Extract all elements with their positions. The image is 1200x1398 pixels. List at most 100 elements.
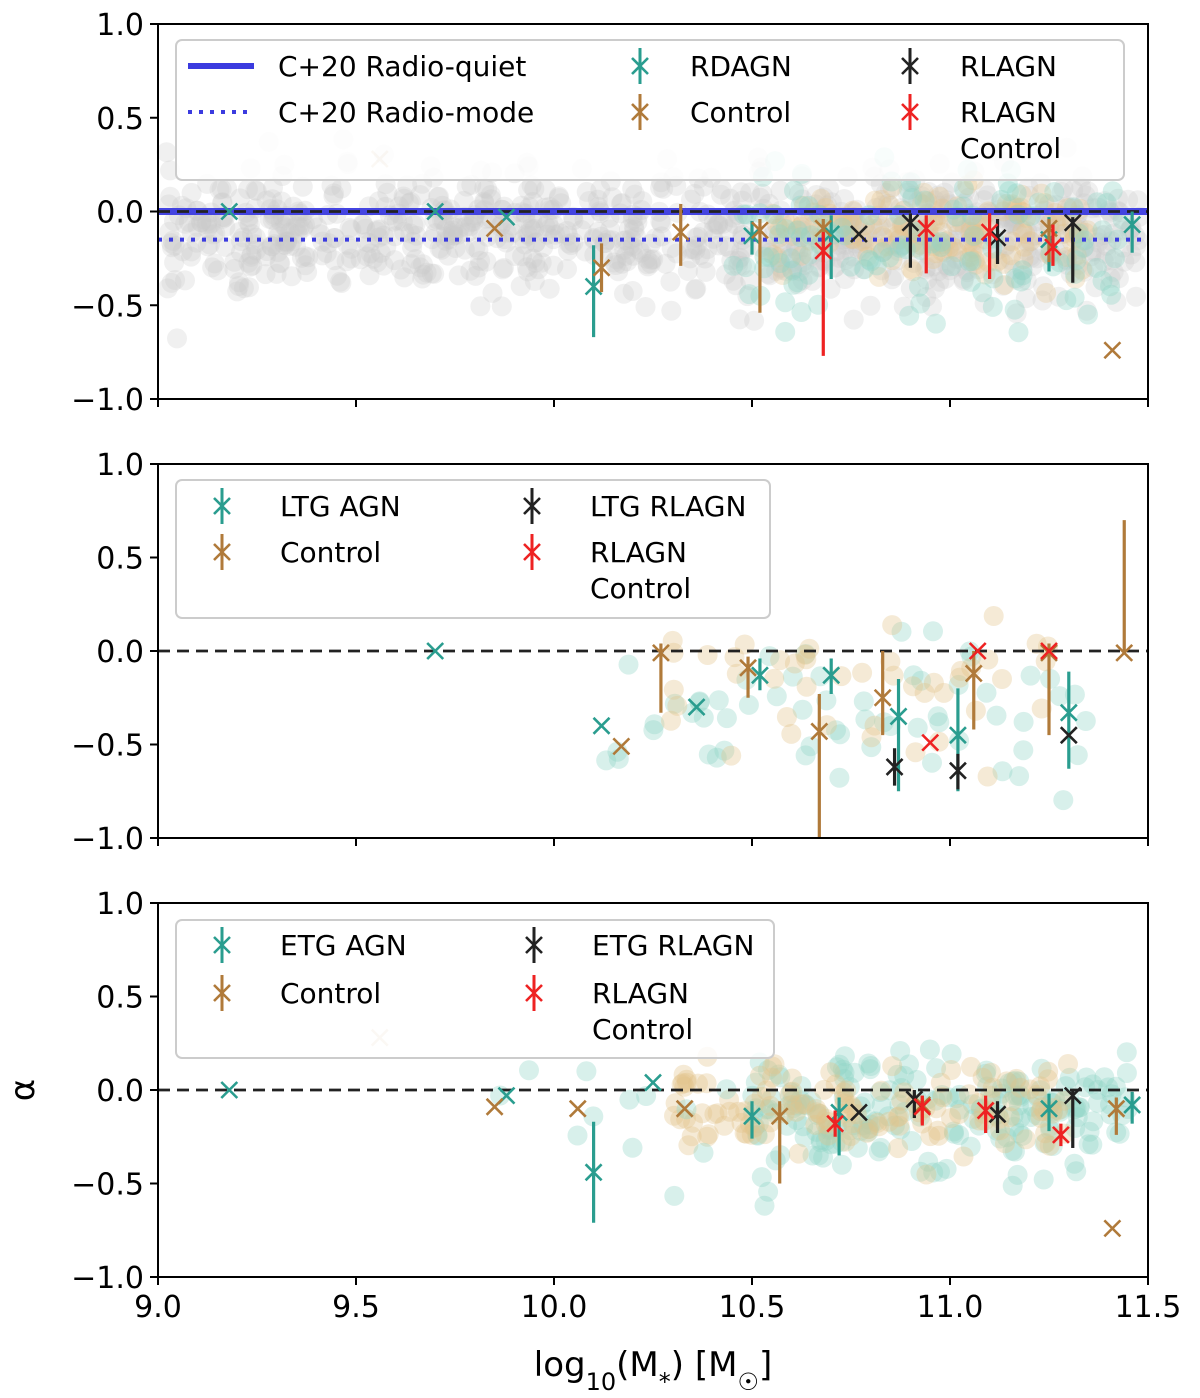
background-point xyxy=(861,737,882,758)
background-point xyxy=(368,227,389,248)
background-point xyxy=(1073,237,1094,258)
background-point xyxy=(845,233,866,254)
background-point xyxy=(793,1116,814,1137)
background-point xyxy=(943,1121,964,1142)
background-point xyxy=(755,1099,776,1120)
legend-box xyxy=(175,39,1125,181)
background-point xyxy=(860,295,881,316)
background-point xyxy=(814,187,834,208)
background-point xyxy=(1078,304,1098,325)
background-point xyxy=(689,692,710,713)
background-point xyxy=(442,220,463,241)
background-point xyxy=(729,309,750,330)
background-point xyxy=(263,177,283,198)
background-point xyxy=(920,1126,941,1147)
background-point xyxy=(465,265,486,286)
background-point xyxy=(983,606,1004,626)
background-point xyxy=(776,261,797,282)
background-point xyxy=(907,717,928,738)
background-point xyxy=(750,187,771,208)
background-point xyxy=(930,1072,951,1093)
background-point xyxy=(1002,211,1023,232)
background-point xyxy=(903,261,923,282)
data-point-marker xyxy=(949,761,967,780)
background-point xyxy=(1006,269,1027,290)
background-point xyxy=(1058,1054,1078,1074)
background-point xyxy=(245,180,266,201)
background-point xyxy=(1011,271,1032,292)
background-point xyxy=(465,237,486,258)
background-point xyxy=(341,248,362,269)
background-point xyxy=(835,240,856,261)
background-point xyxy=(288,216,308,237)
background-point xyxy=(524,218,545,239)
background-point xyxy=(780,248,801,269)
background-point xyxy=(824,257,845,278)
background-point xyxy=(1070,231,1091,252)
background-point xyxy=(833,1082,854,1103)
background-point xyxy=(923,249,944,269)
data-point-marker xyxy=(485,1097,504,1116)
data-point-marker xyxy=(1103,1219,1122,1238)
background-point xyxy=(480,185,501,205)
background-point xyxy=(792,189,813,210)
background-point xyxy=(861,727,882,748)
legend-swatch-marker xyxy=(631,103,649,121)
background-point xyxy=(877,236,897,257)
background-point xyxy=(291,247,312,268)
background-point xyxy=(401,254,422,275)
background-point xyxy=(790,1089,811,1110)
background-point xyxy=(245,227,266,248)
background-point xyxy=(1086,257,1107,278)
background-point xyxy=(1065,1118,1086,1138)
legend-entry: C+20 Radio-quiet xyxy=(188,50,526,83)
background-point xyxy=(871,189,892,210)
background-point xyxy=(961,1056,981,1077)
background-point xyxy=(1013,740,1034,761)
background-point xyxy=(871,216,892,237)
background-point xyxy=(783,1098,804,1118)
background-point xyxy=(161,272,182,293)
legend-label: Control xyxy=(690,96,791,129)
data-point-marker xyxy=(1115,643,1134,662)
background-point xyxy=(162,237,182,258)
background-point xyxy=(714,740,735,761)
background-point xyxy=(655,253,676,274)
background-point xyxy=(496,222,517,243)
data-point-marker xyxy=(976,1101,995,1120)
background-point xyxy=(866,255,887,276)
background-point xyxy=(868,266,889,287)
background-point xyxy=(1017,221,1038,242)
y-tick-label: 0.5 xyxy=(96,102,144,137)
background-point xyxy=(312,231,333,252)
background-point xyxy=(439,229,460,250)
background-point xyxy=(1036,282,1057,303)
background-point xyxy=(1021,247,1042,268)
background-point xyxy=(923,1162,944,1183)
data-point-marker xyxy=(1040,1099,1058,1118)
background-point xyxy=(1002,1091,1023,1112)
background-point xyxy=(782,1068,803,1089)
background-point xyxy=(911,670,932,691)
background-point xyxy=(680,248,701,269)
background-point xyxy=(377,182,398,203)
background-point xyxy=(238,179,258,200)
background-point xyxy=(1085,277,1106,298)
background-point xyxy=(422,229,442,250)
background-point xyxy=(424,263,445,284)
background-point xyxy=(255,264,276,285)
background-point xyxy=(1094,191,1115,212)
background-point xyxy=(559,233,579,254)
background-point xyxy=(612,253,632,274)
background-point xyxy=(878,1106,899,1127)
background-point xyxy=(270,211,291,232)
background-point xyxy=(716,1079,737,1100)
background-point xyxy=(790,227,811,248)
background-point xyxy=(1081,246,1102,267)
background-point xyxy=(373,255,394,276)
background-point xyxy=(888,240,908,261)
background-point xyxy=(1002,1175,1023,1196)
background-point xyxy=(1063,180,1084,201)
background-point xyxy=(968,259,989,280)
background-point xyxy=(1035,1133,1056,1153)
